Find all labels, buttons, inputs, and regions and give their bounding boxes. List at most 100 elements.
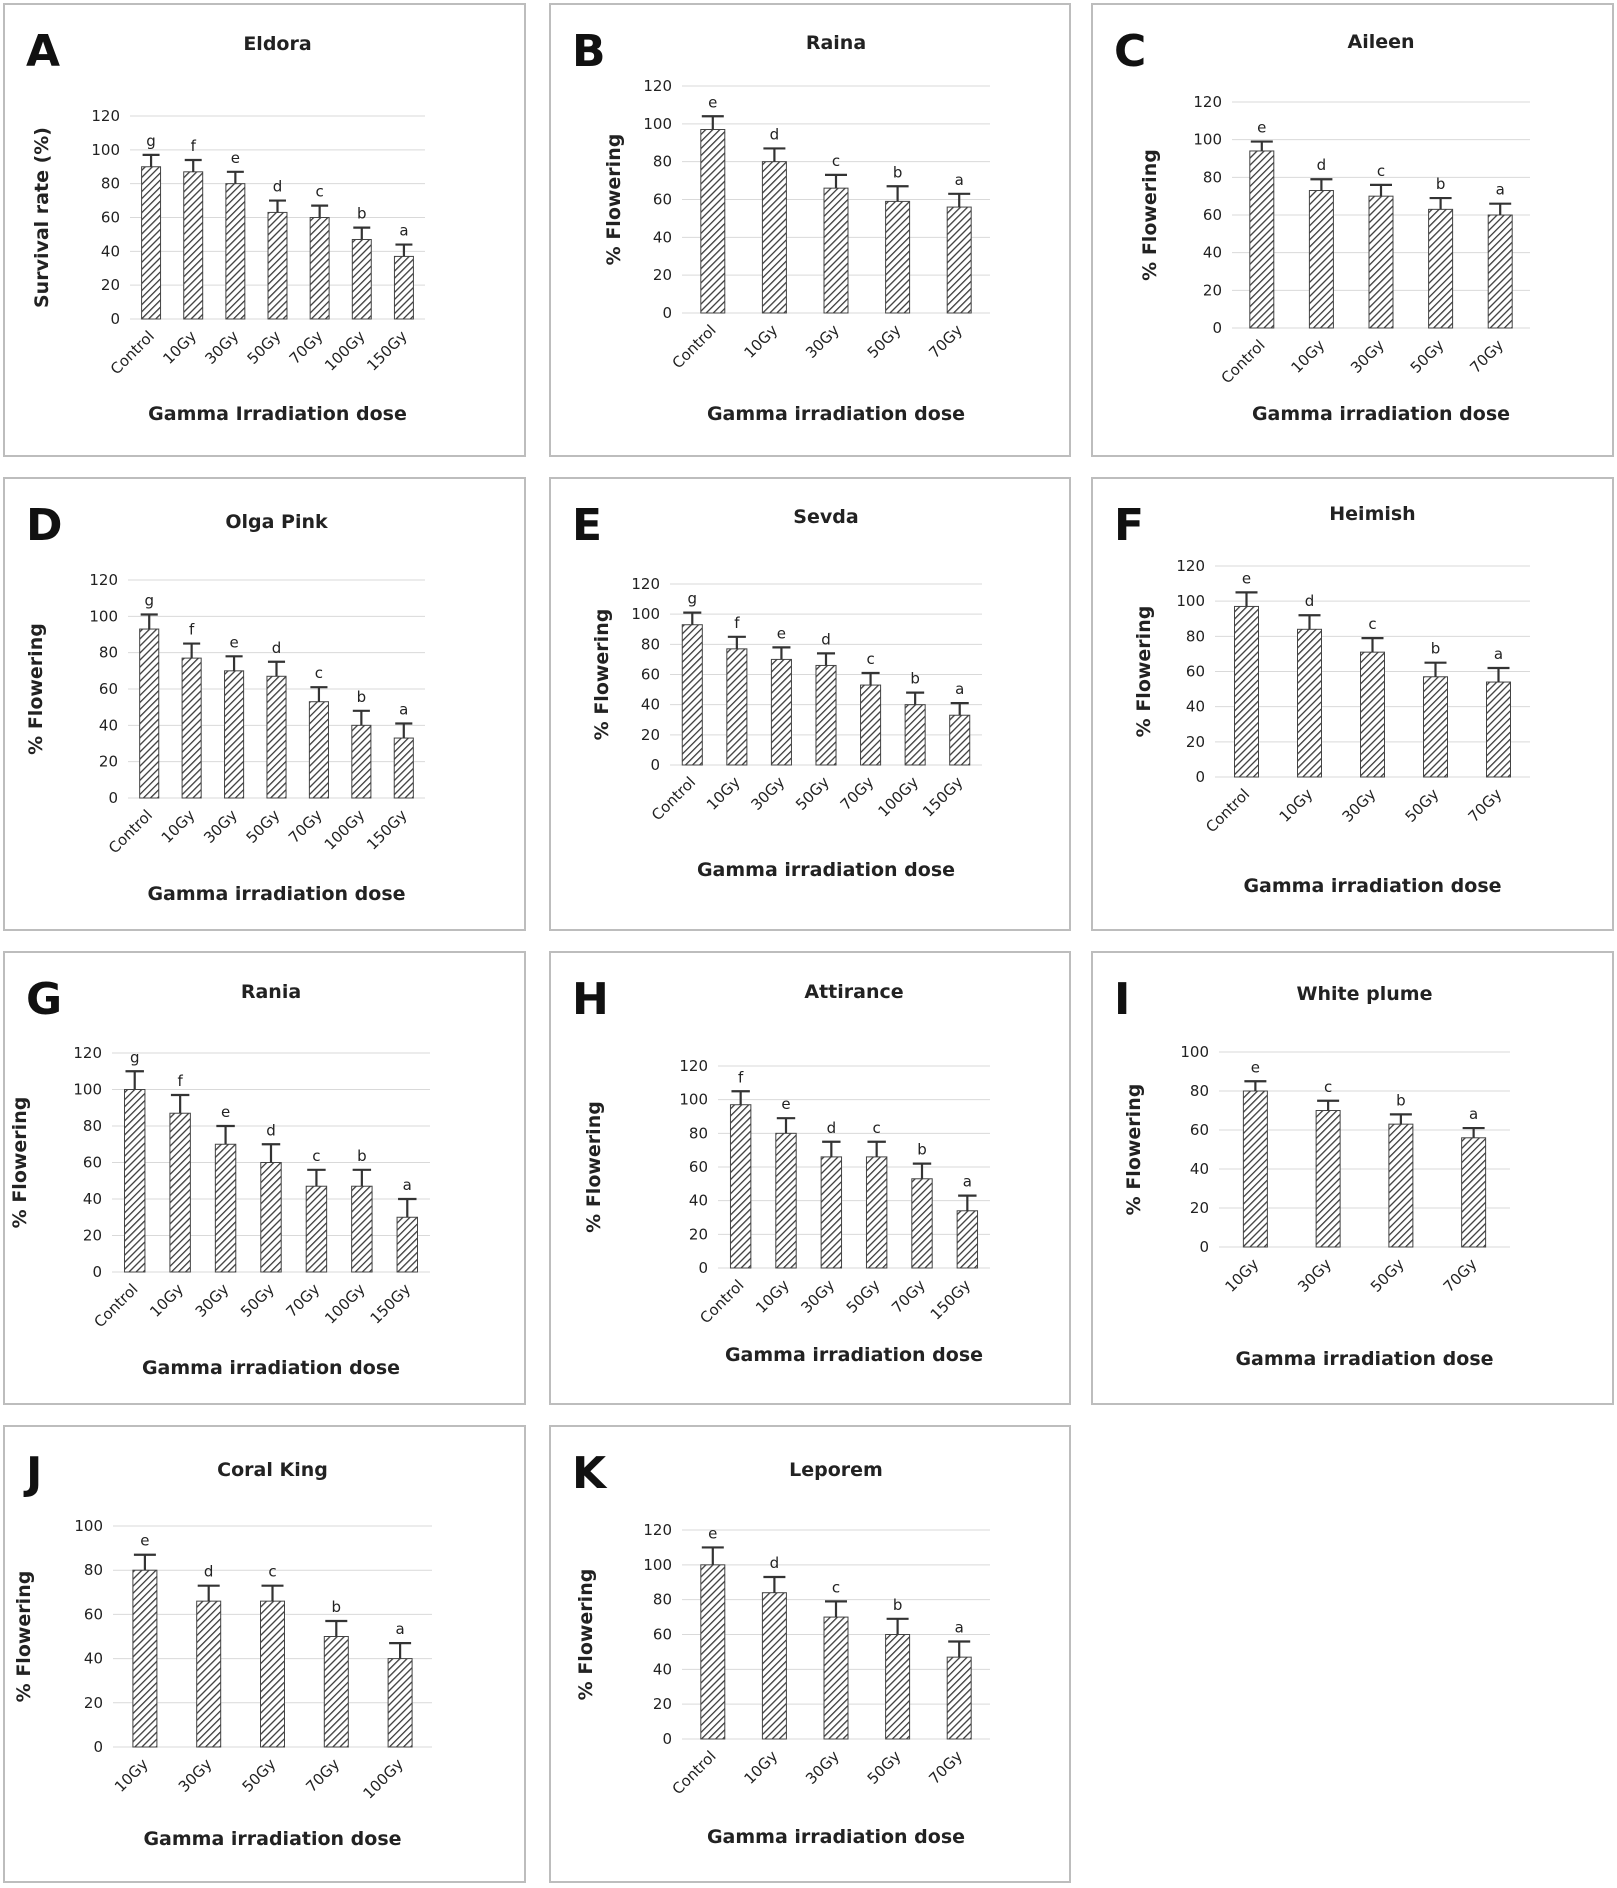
significance-label: g — [688, 590, 698, 608]
bar — [267, 211, 288, 320]
significance-label: c — [873, 1119, 881, 1137]
y-axis-label: Survival rate (%) — [31, 127, 53, 308]
y-tick-label: 120 — [1176, 557, 1205, 575]
panel-letter: F — [1114, 500, 1144, 551]
bar — [183, 171, 204, 320]
bar — [196, 1600, 222, 1748]
significance-label: a — [955, 1618, 964, 1636]
y-tick-label: 80 — [84, 1561, 103, 1579]
significance-label: b — [1431, 640, 1441, 658]
significance-label: d — [273, 178, 283, 196]
bar — [885, 1634, 911, 1740]
x-axis-label: Gamma irradiation dose — [142, 1357, 400, 1379]
y-tick-label: 80 — [689, 1124, 708, 1142]
y-tick-label: 60 — [83, 1154, 102, 1172]
y-tick-label: 120 — [73, 1044, 102, 1062]
significance-label: d — [272, 639, 282, 657]
y-tick-label: 40 — [84, 1650, 103, 1668]
significance-label: e — [781, 1095, 790, 1113]
bar — [260, 1600, 285, 1748]
y-tick-label: 20 — [99, 753, 118, 771]
y-axis-label: % Flowering — [1123, 1084, 1145, 1216]
y-tick-label: 60 — [653, 1626, 672, 1644]
bar — [132, 1569, 158, 1748]
chart-title: Sevda — [793, 506, 858, 528]
significance-label: a — [395, 1620, 404, 1638]
bar — [393, 737, 414, 799]
bar — [770, 658, 792, 766]
significance-label: g — [144, 592, 154, 610]
significance-label: c — [316, 183, 324, 201]
y-tick-label: 60 — [1190, 1121, 1209, 1139]
y-tick-label: 80 — [1186, 627, 1205, 645]
y-axis-label: % Flowering — [1133, 606, 1155, 738]
y-tick-label: 120 — [679, 1057, 708, 1075]
panel-letter: C — [1114, 26, 1146, 77]
y-tick-label: 40 — [689, 1192, 708, 1210]
bar — [911, 1178, 933, 1269]
y-tick-label: 100 — [73, 1081, 102, 1099]
significance-label: d — [1317, 156, 1327, 174]
significance-label: b — [917, 1141, 927, 1159]
chart-title: Olga Pink — [225, 511, 328, 533]
x-axis-label: Gamma irradiation dose — [143, 1828, 401, 1850]
y-axis-label: % Flowering — [591, 609, 613, 741]
panel-frame — [549, 477, 1071, 931]
bar — [181, 657, 202, 799]
bar — [1461, 1137, 1487, 1248]
y-tick-label: 120 — [1193, 93, 1222, 111]
bar — [946, 1656, 972, 1740]
significance-label: f — [734, 614, 740, 632]
y-tick-label: 40 — [83, 1190, 102, 1208]
bar — [946, 206, 972, 314]
y-tick-label: 100 — [1180, 1043, 1209, 1061]
chart-title: Rania — [241, 981, 301, 1003]
y-tick-label: 100 — [74, 1517, 103, 1535]
panel-frame — [549, 3, 1071, 457]
bar — [139, 628, 160, 799]
y-tick-label: 80 — [101, 175, 120, 193]
bar — [1423, 676, 1448, 778]
y-tick-label: 0 — [92, 1263, 102, 1281]
y-tick-label: 120 — [643, 1521, 672, 1539]
significance-label: f — [738, 1068, 744, 1086]
bar — [393, 255, 414, 320]
bar — [761, 1592, 787, 1740]
y-tick-label: 100 — [1193, 131, 1222, 149]
significance-label: g — [130, 1048, 140, 1066]
significance-label: d — [770, 125, 780, 143]
bar — [865, 1156, 888, 1269]
bar — [700, 1564, 726, 1740]
y-tick-label: 100 — [643, 1556, 672, 1574]
bar — [141, 166, 162, 320]
significance-label: a — [399, 701, 408, 719]
significance-label: d — [1305, 592, 1315, 610]
significance-label: f — [189, 621, 195, 639]
y-axis-label: % Flowering — [9, 1097, 31, 1229]
panel-letter: D — [26, 500, 63, 551]
significance-label: a — [1494, 645, 1503, 663]
panel-frame — [1091, 951, 1614, 1405]
significance-label: b — [1396, 1091, 1406, 1109]
significance-label: c — [312, 1147, 320, 1165]
significance-label: a — [403, 1176, 412, 1194]
significance-label: d — [827, 1119, 837, 1137]
y-tick-label: 40 — [641, 696, 660, 714]
bar — [396, 1216, 419, 1273]
significance-label: b — [357, 1147, 367, 1165]
y-axis-label: % Flowering — [603, 134, 625, 266]
bar — [305, 1185, 328, 1273]
y-tick-label: 100 — [89, 607, 118, 625]
significance-label: c — [832, 152, 840, 170]
chart-title: Leporem — [789, 1459, 883, 1481]
bar — [309, 217, 330, 320]
y-tick-label: 60 — [1186, 663, 1205, 681]
chart-title: White plume — [1297, 983, 1433, 1005]
significance-label: d — [204, 1563, 214, 1581]
y-tick-label: 120 — [89, 571, 118, 589]
y-tick-label: 100 — [679, 1091, 708, 1109]
